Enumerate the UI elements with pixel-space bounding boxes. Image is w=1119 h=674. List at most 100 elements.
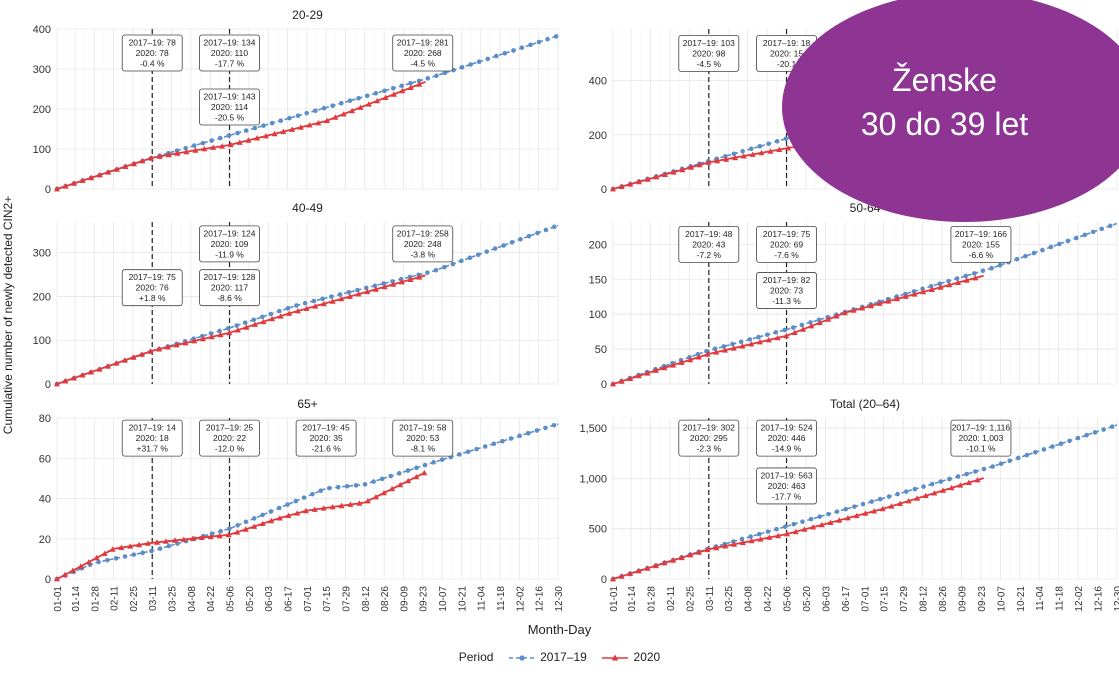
x-tick-label: 11-18 bbox=[496, 586, 507, 611]
series-point-2017-19 bbox=[817, 514, 823, 519]
series-point-2020 bbox=[136, 541, 143, 548]
series-point-2020 bbox=[836, 517, 843, 523]
series-point-2020 bbox=[931, 490, 938, 496]
annotation-text: 2020: 98 bbox=[692, 48, 725, 58]
annotation-text: 2017–19: 18 bbox=[763, 38, 811, 48]
annotation-box bbox=[199, 225, 260, 263]
series-point-2017-19 bbox=[765, 529, 771, 534]
series-point-2017-19 bbox=[508, 436, 514, 441]
series-point-2020 bbox=[88, 369, 94, 375]
series-point-2020 bbox=[767, 148, 774, 154]
y-tick-label: 20 bbox=[39, 534, 51, 546]
series-point-2020 bbox=[216, 532, 223, 539]
series-point-2020 bbox=[897, 500, 903, 506]
series-point-2017-19 bbox=[442, 264, 447, 270]
series-point-2017-19 bbox=[1058, 441, 1064, 447]
annotation-text: -7.6 % bbox=[774, 250, 799, 260]
series-point-2020 bbox=[139, 351, 145, 357]
series-point-2017-19 bbox=[774, 138, 780, 144]
series-point-2020 bbox=[364, 498, 371, 504]
y-tick-label: 0 bbox=[601, 184, 607, 196]
series-point-2017-19 bbox=[243, 128, 249, 133]
series-point-2017-19 bbox=[981, 466, 987, 472]
series-point-2017-19 bbox=[217, 328, 222, 334]
series-point-2017-19 bbox=[425, 76, 431, 81]
series-point-2020 bbox=[200, 335, 206, 342]
x-tick-label: 07-15 bbox=[322, 586, 333, 612]
y-tick-label: 100 bbox=[33, 335, 51, 347]
series-point-2020 bbox=[748, 341, 755, 347]
y-tick-label: 0 bbox=[45, 574, 51, 586]
series-point-2020 bbox=[775, 532, 782, 539]
series-point-2020 bbox=[148, 155, 155, 161]
series-point-2020 bbox=[252, 321, 258, 327]
series-point-2017-19 bbox=[511, 48, 516, 53]
x-tick-label: 11-04 bbox=[1035, 586, 1046, 611]
y-tick-label: 0 bbox=[601, 379, 607, 391]
series-point-2020 bbox=[374, 97, 381, 104]
series-point-2020 bbox=[695, 354, 702, 360]
series-point-2017-19 bbox=[1014, 256, 1020, 262]
x-tick-label: 06-17 bbox=[841, 586, 852, 612]
x-tick-label: 11-18 bbox=[1055, 586, 1066, 611]
series-point-2017-19 bbox=[251, 317, 257, 323]
annotation-text: 2017–19: 134 bbox=[204, 38, 256, 48]
series-point-2017-19 bbox=[895, 491, 900, 497]
series-point-2017-19 bbox=[543, 425, 548, 431]
x-tick-label: 12-02 bbox=[1074, 586, 1085, 612]
series-point-2020 bbox=[217, 331, 224, 338]
series-point-2017-19 bbox=[808, 516, 814, 522]
series-point-2020 bbox=[201, 145, 208, 152]
series-point-2017-19 bbox=[536, 39, 542, 45]
annotation-text: +1.8 % bbox=[139, 293, 166, 303]
series-point-2020 bbox=[850, 307, 857, 313]
series-point-2020 bbox=[294, 308, 301, 314]
series-point-2017-19 bbox=[356, 95, 361, 101]
x-tick-label: 02-11 bbox=[110, 586, 121, 611]
series-point-2017-19 bbox=[947, 476, 952, 482]
series-point-2017-19 bbox=[122, 554, 128, 559]
series-point-2020 bbox=[93, 554, 100, 561]
series-point-2017-19 bbox=[363, 285, 369, 291]
series-point-2020 bbox=[618, 573, 625, 579]
series-point-2020 bbox=[373, 494, 379, 500]
series-point-2017-19 bbox=[208, 331, 214, 336]
x-tick-label: 06-17 bbox=[283, 586, 294, 612]
series-point-2020 bbox=[54, 381, 60, 387]
series-point-2017-19 bbox=[149, 548, 154, 554]
series-point-2020 bbox=[974, 477, 981, 483]
annotation-text: 2020: 18 bbox=[136, 433, 169, 443]
annotation-box bbox=[678, 225, 740, 263]
series-point-2020 bbox=[713, 349, 720, 355]
series-point-2020 bbox=[192, 147, 199, 153]
y-tick-label: 1,500 bbox=[579, 423, 607, 435]
series-point-2020 bbox=[96, 366, 103, 372]
series-point-2017-19 bbox=[731, 151, 737, 157]
series-point-2020 bbox=[88, 174, 95, 181]
series-point-2020 bbox=[118, 544, 125, 550]
y-tick-label: 200 bbox=[33, 291, 51, 303]
series-point-2020 bbox=[294, 510, 301, 516]
series-point-2020 bbox=[783, 332, 790, 339]
x-tick-label: 01-14 bbox=[71, 586, 82, 612]
annotation-text: -7.2 % bbox=[697, 250, 722, 260]
series-point-2017-19 bbox=[869, 499, 874, 504]
series-point-2020 bbox=[382, 94, 389, 100]
series-point-2020 bbox=[332, 114, 339, 120]
series-point-2020 bbox=[320, 300, 327, 307]
series-point-2017-19 bbox=[748, 534, 753, 539]
series-point-2017-19 bbox=[954, 276, 960, 281]
series-point-2020 bbox=[338, 502, 345, 509]
series-point-2020 bbox=[670, 169, 677, 175]
series-point-2020 bbox=[226, 329, 233, 336]
series-point-2020 bbox=[355, 291, 362, 297]
series-point-2020 bbox=[416, 274, 423, 280]
series-point-2017-19 bbox=[261, 123, 266, 128]
series-point-2017-19 bbox=[500, 438, 505, 444]
series-point-2017-19 bbox=[364, 93, 370, 99]
series-point-2017-19 bbox=[756, 531, 762, 537]
series-point-2020 bbox=[276, 515, 283, 521]
series-point-2020 bbox=[164, 344, 171, 350]
series-point-2017-19 bbox=[1065, 238, 1071, 244]
series-point-2017-19 bbox=[200, 140, 206, 146]
